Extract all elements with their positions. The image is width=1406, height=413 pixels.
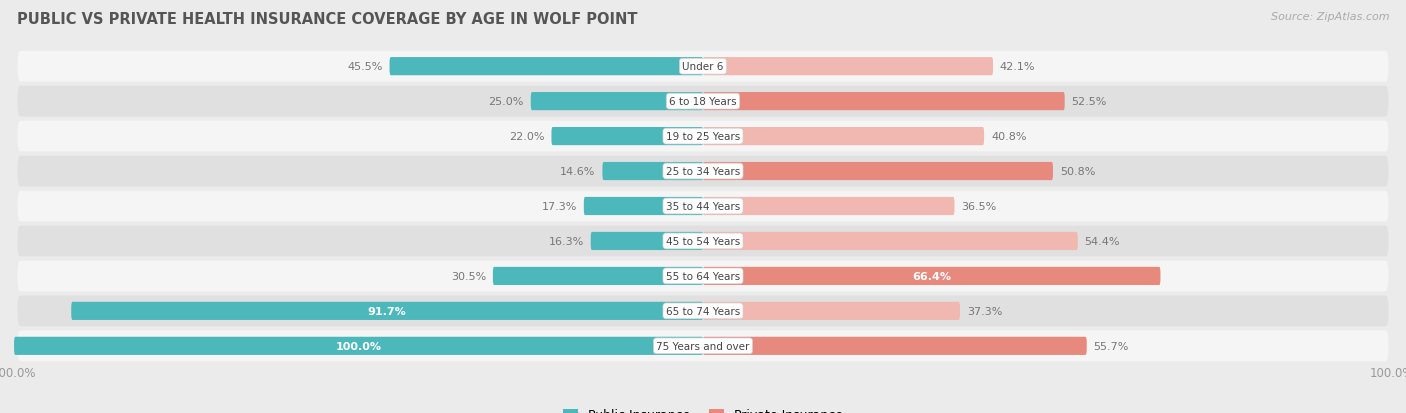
- FancyBboxPatch shape: [72, 302, 703, 320]
- FancyBboxPatch shape: [703, 337, 1087, 355]
- Text: 100.0%: 100.0%: [336, 341, 381, 351]
- Text: 36.5%: 36.5%: [962, 202, 997, 211]
- Text: 30.5%: 30.5%: [451, 271, 486, 281]
- FancyBboxPatch shape: [703, 58, 993, 76]
- FancyBboxPatch shape: [494, 267, 703, 285]
- FancyBboxPatch shape: [17, 156, 1389, 187]
- FancyBboxPatch shape: [583, 197, 703, 216]
- Text: 52.5%: 52.5%: [1071, 97, 1107, 107]
- Text: 35 to 44 Years: 35 to 44 Years: [666, 202, 740, 211]
- FancyBboxPatch shape: [703, 232, 1078, 250]
- Text: 45.5%: 45.5%: [347, 62, 382, 72]
- FancyBboxPatch shape: [703, 197, 955, 216]
- FancyBboxPatch shape: [17, 261, 1389, 292]
- FancyBboxPatch shape: [703, 93, 1064, 111]
- Text: 75 Years and over: 75 Years and over: [657, 341, 749, 351]
- Text: 22.0%: 22.0%: [509, 132, 544, 142]
- FancyBboxPatch shape: [389, 58, 703, 76]
- FancyBboxPatch shape: [17, 296, 1389, 326]
- FancyBboxPatch shape: [17, 121, 1389, 152]
- Text: PUBLIC VS PRIVATE HEALTH INSURANCE COVERAGE BY AGE IN WOLF POINT: PUBLIC VS PRIVATE HEALTH INSURANCE COVER…: [17, 12, 637, 27]
- FancyBboxPatch shape: [703, 267, 1160, 285]
- FancyBboxPatch shape: [17, 226, 1389, 257]
- Text: 16.3%: 16.3%: [548, 236, 583, 247]
- FancyBboxPatch shape: [703, 302, 960, 320]
- Text: 55 to 64 Years: 55 to 64 Years: [666, 271, 740, 281]
- FancyBboxPatch shape: [703, 128, 984, 146]
- Text: 91.7%: 91.7%: [368, 306, 406, 316]
- Text: 14.6%: 14.6%: [560, 166, 596, 177]
- Text: 54.4%: 54.4%: [1084, 236, 1121, 247]
- FancyBboxPatch shape: [14, 337, 703, 355]
- Text: 17.3%: 17.3%: [541, 202, 576, 211]
- Text: 25 to 34 Years: 25 to 34 Years: [666, 166, 740, 177]
- FancyBboxPatch shape: [17, 52, 1389, 82]
- FancyBboxPatch shape: [17, 191, 1389, 222]
- Text: 55.7%: 55.7%: [1094, 341, 1129, 351]
- Text: 19 to 25 Years: 19 to 25 Years: [666, 132, 740, 142]
- Text: Under 6: Under 6: [682, 62, 724, 72]
- Text: 66.4%: 66.4%: [912, 271, 952, 281]
- Text: 42.1%: 42.1%: [1000, 62, 1035, 72]
- Legend: Public Insurance, Private Insurance: Public Insurance, Private Insurance: [558, 404, 848, 413]
- Text: 65 to 74 Years: 65 to 74 Years: [666, 306, 740, 316]
- Text: Source: ZipAtlas.com: Source: ZipAtlas.com: [1271, 12, 1389, 22]
- FancyBboxPatch shape: [551, 128, 703, 146]
- Text: 25.0%: 25.0%: [488, 97, 524, 107]
- FancyBboxPatch shape: [17, 331, 1389, 361]
- Text: 40.8%: 40.8%: [991, 132, 1026, 142]
- FancyBboxPatch shape: [703, 163, 1053, 181]
- Text: 45 to 54 Years: 45 to 54 Years: [666, 236, 740, 247]
- Text: 6 to 18 Years: 6 to 18 Years: [669, 97, 737, 107]
- Text: 37.3%: 37.3%: [967, 306, 1002, 316]
- FancyBboxPatch shape: [531, 93, 703, 111]
- FancyBboxPatch shape: [17, 87, 1389, 117]
- Text: 50.8%: 50.8%: [1060, 166, 1095, 177]
- FancyBboxPatch shape: [591, 232, 703, 250]
- FancyBboxPatch shape: [602, 163, 703, 181]
